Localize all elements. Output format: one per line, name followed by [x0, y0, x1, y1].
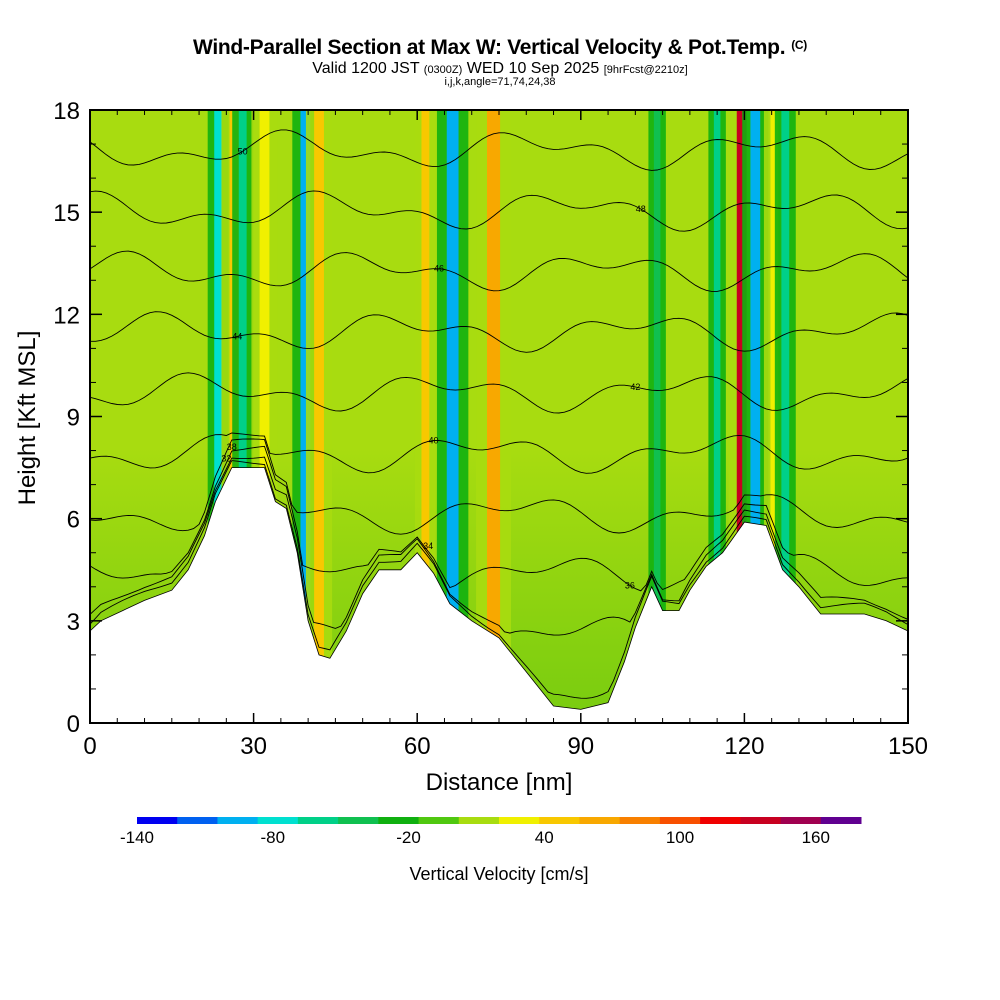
y-tick-label: 3: [67, 609, 80, 636]
colorbar-label: Vertical Velocity [cm/s]: [409, 864, 588, 884]
velocity-column-core: [214, 110, 223, 723]
colorbar-swatch: [137, 817, 178, 824]
y-tick-label: 12: [53, 302, 80, 329]
colorbar-swatch: [700, 817, 741, 824]
theta-contour: [90, 311, 908, 353]
x-tick-label: 150: [888, 733, 928, 760]
theta-contour-label: 52: [439, 77, 449, 87]
x-tick-label: 90: [567, 733, 594, 760]
theta-contour: [90, 460, 908, 699]
velocity-column-core: [487, 110, 501, 723]
theta-contour: [90, 438, 908, 535]
x-tick-label: 120: [724, 733, 764, 760]
x-tick-label: 0: [83, 733, 96, 760]
theta-contour: [90, 250, 908, 292]
colorbar-swatch: [659, 817, 701, 824]
subtitle-main: Valid 1200 JST: [312, 60, 420, 77]
colorbar: -140 -80 -20 40 100 160: [120, 817, 862, 847]
theta-contour-label: 36: [625, 581, 635, 591]
terrain-mask: [89, 467, 909, 724]
subtitle-fcst: [9hrFcst@2210z]: [603, 64, 688, 76]
velocity-column-core: [713, 110, 721, 723]
velocity-column-core: [314, 110, 324, 723]
x-tick-label: 30: [240, 733, 267, 760]
velocity-column-core: [653, 110, 661, 723]
x-axis-label: Distance [nm]: [426, 769, 573, 796]
velocity-column-core: [238, 110, 247, 723]
colorbar-swatch: [378, 817, 420, 824]
colorbar-tick-label: -80: [260, 828, 285, 847]
colorbar-swatch: [177, 817, 218, 824]
colorbar-swatch: [418, 817, 460, 824]
theta-contour-label: 46: [434, 264, 444, 274]
colorbar-swatch: [217, 817, 259, 824]
theta-contour: [90, 445, 908, 592]
theta-contour-label: 40: [429, 435, 439, 445]
theta-contour-label: 48: [636, 204, 646, 214]
colorbar-tick-label: -140: [120, 828, 154, 847]
theta-contour-label: 32: [221, 454, 231, 464]
subtitle-date: WED 10 Sep 2025: [466, 60, 600, 77]
velocity-column-core: [300, 110, 311, 723]
theta-contour-label: 42: [630, 382, 640, 392]
theta-contour-label: 38: [227, 442, 237, 452]
chart-subtitle-indices: i,j,k,angle=71,74,24,38: [444, 76, 556, 88]
colorbar-tick-label: -20: [396, 828, 421, 847]
theta-contours: 32 34 36 38 40 42 44 46 48 50 52: [90, 77, 908, 699]
theta-contour: [90, 129, 908, 171]
colorbar-swatch: [257, 817, 299, 824]
y-tick-label: 18: [53, 98, 80, 125]
theta-contour-label: 34: [423, 541, 433, 551]
terrain-shape: [89, 467, 909, 724]
y-tick-label: 9: [67, 405, 80, 432]
colorbar-tick-label: 40: [535, 828, 554, 847]
colorbar-swatch: [820, 817, 862, 824]
theta-contour-label: 44: [232, 332, 242, 342]
velocity-column-core: [750, 110, 761, 723]
colorbar-swatch: [297, 817, 339, 824]
y-tick-label: 6: [67, 507, 80, 534]
colorbar-swatch: [619, 817, 661, 824]
y-tick-label: 0: [67, 711, 80, 738]
colorbar-swatch: [499, 817, 540, 824]
colorbar-swatch: [338, 817, 379, 824]
velocity-column-core: [736, 110, 747, 723]
colorbar-swatch: [539, 817, 580, 824]
velocity-column: [476, 110, 511, 723]
chart-title: Wind-Parallel Section at Max W: Vertical…: [0, 36, 1000, 60]
subtitle-utc: (0300Z): [423, 64, 463, 76]
title-text: Wind-Parallel Section at Max W: Vertical…: [193, 36, 786, 59]
colorbar-swatch: [780, 817, 822, 824]
colorbar-swatch: [740, 817, 782, 824]
colorbar-tick-label: 100: [666, 828, 694, 847]
theta-contour: [839, 110, 843, 111]
velocity-column-core: [446, 110, 459, 723]
colorbar-swatch: [579, 817, 621, 824]
velocity-column-core: [259, 110, 270, 723]
colorbar-tick-label: 160: [802, 828, 830, 847]
x-tick-label: 60: [404, 733, 431, 760]
theta-contour: [90, 372, 908, 414]
theta-contour: [90, 456, 908, 636]
y-axis-label: Height [Kft MSL]: [14, 331, 41, 506]
colorbar-swatch: [458, 817, 500, 824]
velocity-column-core: [770, 110, 779, 723]
title-mark: (C): [791, 38, 807, 52]
y-tick-label: 15: [53, 200, 80, 227]
velocity-column-core: [421, 110, 430, 723]
velocity-column-core: [781, 110, 790, 723]
theta-contour: [90, 190, 908, 232]
theta-contour: [90, 432, 908, 474]
theta-contour-label: 50: [238, 146, 248, 156]
chart-subtitle: Valid 1200 JST (0300Z) WED 10 Sep 2025 […: [0, 60, 1000, 78]
